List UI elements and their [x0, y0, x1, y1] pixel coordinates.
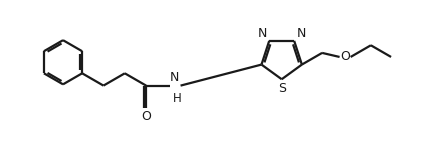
Text: N: N: [258, 27, 267, 40]
Text: S: S: [278, 82, 286, 95]
Text: N: N: [170, 71, 179, 84]
Text: N: N: [296, 27, 306, 40]
Text: O: O: [141, 110, 151, 123]
Text: O: O: [340, 50, 350, 63]
Text: H: H: [174, 92, 182, 105]
